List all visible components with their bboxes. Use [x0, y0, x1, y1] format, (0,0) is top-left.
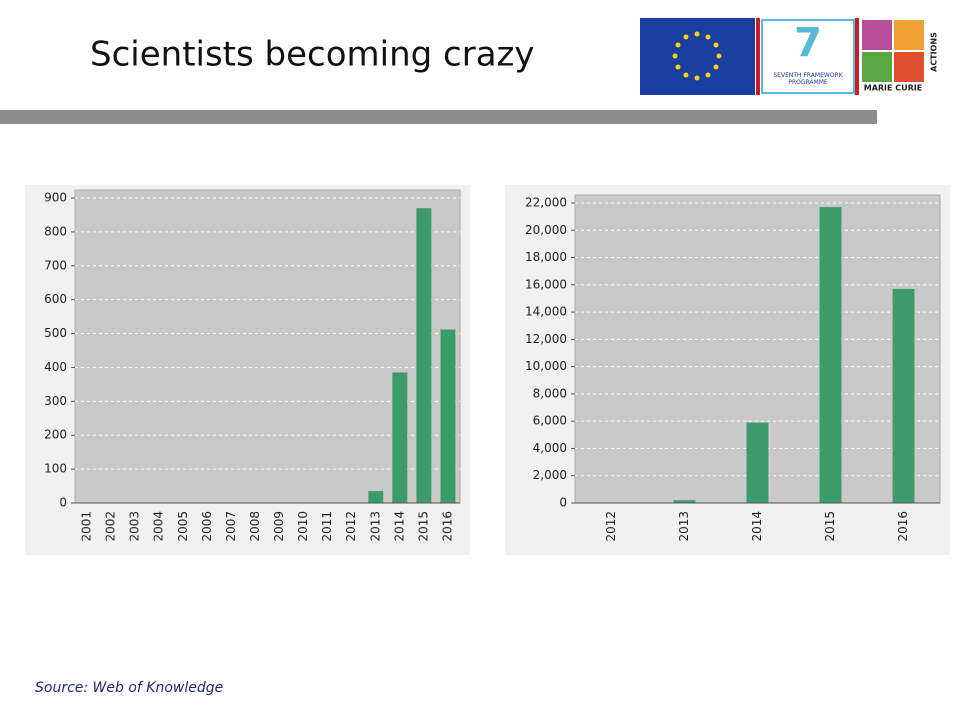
fp7-logo — [761, 19, 855, 94]
mc-tile — [894, 20, 924, 50]
y-tick-label: 700 — [44, 258, 67, 272]
x-tick-label: 2010 — [296, 511, 310, 542]
x-tick-label: 2015 — [416, 511, 430, 542]
x-tick-label: 2014 — [392, 511, 406, 542]
bar — [892, 288, 915, 503]
y-tick-label: 6,000 — [533, 414, 567, 428]
y-tick-label: 14,000 — [525, 305, 567, 319]
mc-text: MARIE CURIE — [864, 84, 923, 93]
x-tick-label: 2001 — [80, 511, 94, 542]
x-tick-label: 2016 — [440, 511, 454, 542]
y-tick-label: 0 — [59, 496, 67, 510]
bar — [392, 372, 408, 503]
source-note: Source: Web of Knowledge — [35, 680, 223, 696]
x-tick-label: 2015 — [823, 511, 837, 542]
x-tick-label: 2003 — [128, 511, 142, 542]
slide-title: Scientists becoming crazy — [90, 35, 535, 75]
y-tick-label: 12,000 — [525, 332, 567, 346]
y-tick-label: 22,000 — [525, 196, 567, 210]
divider — [0, 110, 877, 124]
y-tick-label: 400 — [44, 360, 67, 374]
y-tick-label: 900 — [44, 191, 67, 205]
eu-stars — [672, 31, 722, 81]
y-tick-label: 100 — [44, 462, 67, 476]
y-tick-label: 18,000 — [525, 250, 567, 264]
mc-tile — [894, 52, 924, 82]
mc-tile — [862, 20, 892, 50]
fp7-text-box: SEVENTH FRAMEWORK PROGRAMME — [773, 72, 843, 86]
fp7-text: SEVENTH FRAMEWORK PROGRAMME — [773, 72, 843, 86]
y-tick-label: 0 — [559, 496, 567, 510]
y-tick-label: 16,000 — [525, 277, 567, 291]
x-tick-label: 2012 — [344, 511, 358, 542]
logos: 7 SEVENTH FRAMEWORK PROGRAMME MARIE CURI… — [640, 18, 939, 95]
y-tick-label: 4,000 — [533, 441, 567, 455]
x-tick-label: 2009 — [272, 511, 286, 542]
x-tick-label: 2013 — [677, 511, 691, 542]
x-tick-label: 2013 — [368, 511, 382, 542]
y-tick-label: 600 — [44, 292, 67, 306]
x-tick-label: 2011 — [320, 511, 334, 542]
x-tick-label: 2014 — [750, 511, 764, 542]
x-tick-label: 2012 — [604, 511, 618, 542]
x-tick-label: 2006 — [200, 511, 214, 542]
logo-sep — [855, 18, 859, 95]
y-tick-label: 300 — [44, 394, 67, 408]
y-tick-label: 500 — [44, 326, 67, 340]
mc-tile — [862, 52, 892, 82]
y-tick-label: 800 — [44, 224, 67, 238]
x-tick-label: 2007 — [224, 511, 238, 542]
x-tick-label: 2004 — [152, 511, 166, 542]
mc-text: ACTIONS — [930, 32, 939, 72]
bar — [416, 208, 432, 503]
bar — [746, 422, 769, 503]
bar — [440, 329, 456, 503]
fp7-mark: 7 — [794, 20, 822, 66]
y-tick-label: 10,000 — [525, 359, 567, 373]
y-tick-label: 2,000 — [533, 468, 567, 482]
y-tick-label: 20,000 — [525, 223, 567, 237]
y-tick-label: 8,000 — [533, 386, 567, 400]
logo-sep — [756, 18, 760, 95]
bar — [673, 500, 696, 503]
y-tick-label: 200 — [44, 428, 67, 442]
x-tick-label: 2008 — [248, 511, 262, 542]
bar — [368, 491, 384, 503]
bar — [819, 207, 842, 503]
x-tick-label: 2005 — [176, 511, 190, 542]
eu-flag — [640, 18, 755, 95]
x-tick-label: 2002 — [104, 511, 118, 542]
x-tick-label: 2016 — [896, 511, 910, 542]
